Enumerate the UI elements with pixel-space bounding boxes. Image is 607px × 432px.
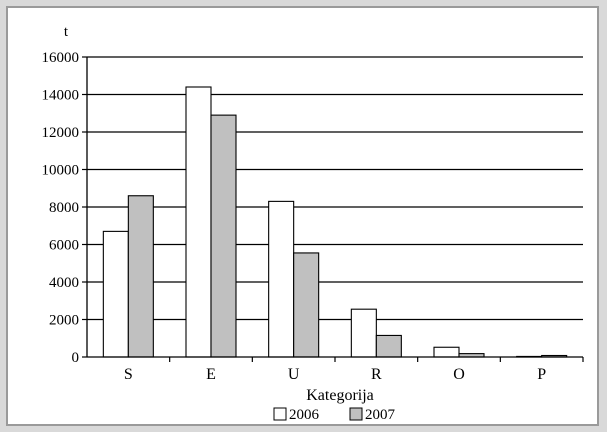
x-tick-label-E: E [206,366,216,383]
y-tick-label: 4000 [49,275,79,291]
y-tick-label: 6000 [49,238,79,254]
axes [86,57,584,362]
bar-2006-R [350,308,377,358]
x-tick-label-R: R [371,366,382,383]
gridlines [82,56,583,358]
y-tick-label: 12000 [42,125,80,141]
y-tick-label: 14000 [42,88,80,104]
bar-2007-U [293,252,320,358]
x-tick-label-P: P [537,366,546,383]
legend-label-2006: 2006 [289,407,320,423]
x-tick-label-O: O [453,366,465,383]
legend-label-2007: 2007 [365,407,396,423]
x-tick-label-S: S [124,366,133,383]
y-tick-label: 8000 [49,200,79,216]
y-tick-label: 10000 [42,163,80,179]
bar-2007-E [210,114,237,358]
bars [102,86,568,358]
y-tick-label: 0 [72,350,80,366]
x-axis-title: Kategorija [306,387,374,404]
legend-swatch-2007 [349,407,363,421]
bar-2007-R [375,334,402,358]
legend: 2006 2007 [273,407,396,423]
y-tick-label: 2000 [49,313,79,329]
y-unit-label: t [64,24,69,40]
y-tick-label: 16000 [42,50,80,66]
legend-swatch-2006 [273,407,287,421]
bar-2006-O [433,346,460,358]
bar-2007-S [127,195,154,358]
bar-2006-E [185,86,212,358]
bar-2006-S [102,230,129,358]
y-tick-labels: 0 2000 4000 6000 8000 10000 12000 14000 16000 [42,50,80,366]
x-tick-label-U: U [288,366,300,383]
bar-2006-U [268,200,295,358]
